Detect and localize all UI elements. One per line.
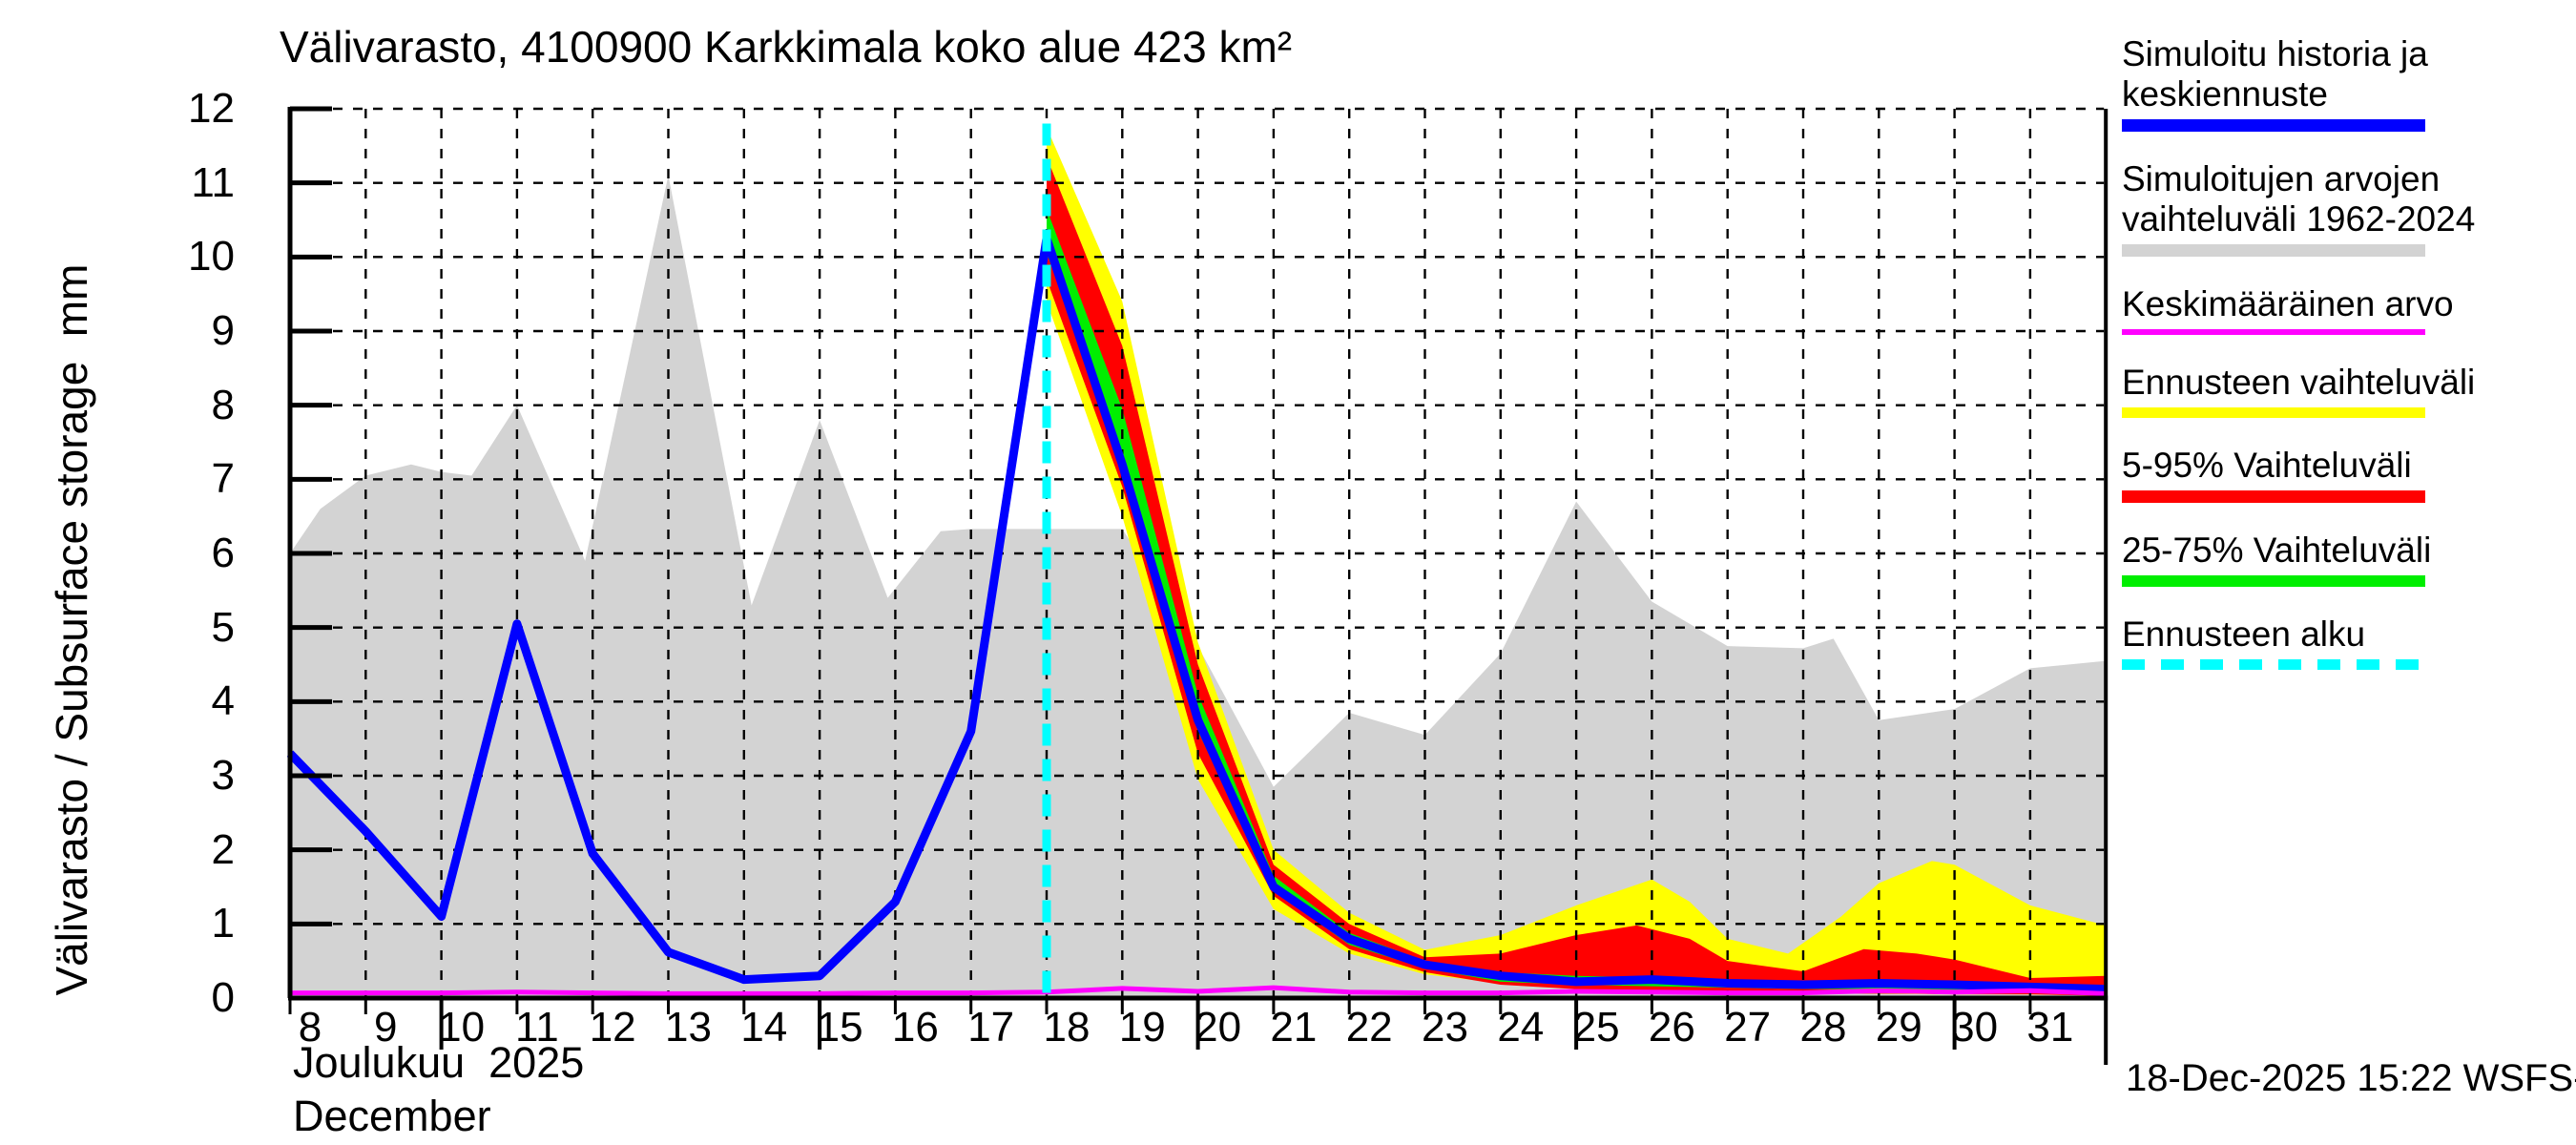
- y-tick-0: 0: [211, 974, 235, 1021]
- x-tick-28: 28: [1799, 1004, 1847, 1051]
- x-tick-21: 21: [1270, 1004, 1318, 1051]
- legend-swatch-magenta-line: [2122, 329, 2425, 335]
- x-tick-12: 12: [589, 1004, 636, 1051]
- legend-item-25-75-range: 25-75% Vaihteluväli: [2122, 531, 2570, 587]
- legend-item-mean-value: Keskimääräinen arvo: [2122, 284, 2570, 335]
- x-tick-30: 30: [1951, 1004, 1999, 1051]
- x-tick-29: 29: [1875, 1004, 1922, 1051]
- x-tick-10: 10: [438, 1004, 486, 1051]
- x-axis-month-english: December: [293, 1092, 491, 1140]
- x-tick-24: 24: [1497, 1004, 1545, 1051]
- legend-item-simulated-history: Simuloitu historia ja keskiennuste: [2122, 34, 2570, 132]
- y-tick-7: 7: [211, 455, 235, 503]
- legend-item-forecast-start: Ennusteen alku: [2122, 614, 2570, 670]
- legend-swatch-red-band: [2122, 490, 2425, 503]
- x-tick-20: 20: [1195, 1004, 1242, 1051]
- x-tick-11: 11: [515, 1004, 559, 1051]
- y-tick-1: 1: [211, 900, 235, 947]
- timestamp-watermark: 18-Dec-2025 15:22 WSFS-O: [2126, 1057, 2576, 1099]
- x-tick-17: 17: [967, 1004, 1015, 1051]
- legend-item-simulated-range: Simuloitujen arvojen vaihteluväli 1962-2…: [2122, 159, 2570, 257]
- y-tick-9: 9: [211, 306, 235, 354]
- x-tick-14: 14: [740, 1004, 788, 1051]
- x-tick-9: 9: [374, 1004, 398, 1051]
- legend-swatch-yellow-band: [2122, 407, 2425, 418]
- y-tick-5: 5: [211, 603, 235, 651]
- legend-swatch-green-band: [2122, 575, 2425, 587]
- x-tick-18: 18: [1043, 1004, 1091, 1051]
- y-tick-12: 12: [188, 84, 235, 132]
- y-tick-2: 2: [211, 825, 235, 873]
- x-tick-15: 15: [816, 1004, 863, 1051]
- y-tick-10: 10: [188, 233, 235, 281]
- legend-item-5-95-range: 5-95% Vaihteluväli: [2122, 446, 2570, 503]
- x-tick-13: 13: [665, 1004, 712, 1051]
- x-tick-22: 22: [1345, 1004, 1393, 1051]
- x-tick-31: 31: [2026, 1004, 2074, 1051]
- y-tick-8: 8: [211, 381, 235, 428]
- x-tick-23: 23: [1422, 1004, 1468, 1051]
- y-tick-4: 4: [211, 677, 235, 725]
- x-tick-26: 26: [1648, 1004, 1695, 1051]
- x-tick-27: 27: [1724, 1004, 1772, 1051]
- x-axis-month-finnish: Joulukuu 2025: [293, 1038, 585, 1087]
- x-tick-19: 19: [1118, 1004, 1166, 1051]
- x-tick-25: 25: [1572, 1004, 1620, 1051]
- legend-item-forecast-range: Ennusteen vaihteluväli: [2122, 363, 2570, 418]
- legend-swatch-cyan-dashed-line: [2122, 659, 2425, 670]
- y-tick-6: 6: [211, 529, 235, 576]
- chart-title: Välivarasto, 4100900 Karkkimala koko alu…: [280, 22, 1293, 72]
- y-tick-11: 11: [191, 158, 235, 206]
- x-tick-8: 8: [298, 1004, 322, 1051]
- legend-swatch-blue-line: [2122, 119, 2425, 132]
- legend-swatch-gray-area: [2122, 244, 2425, 257]
- y-tick-3: 3: [211, 751, 235, 799]
- y-axis-label: Välivarasto / Subsurface storage mm: [47, 263, 96, 996]
- legend: Simuloitu historia ja keskiennuste Simul…: [2122, 34, 2570, 697]
- x-tick-16: 16: [891, 1004, 939, 1051]
